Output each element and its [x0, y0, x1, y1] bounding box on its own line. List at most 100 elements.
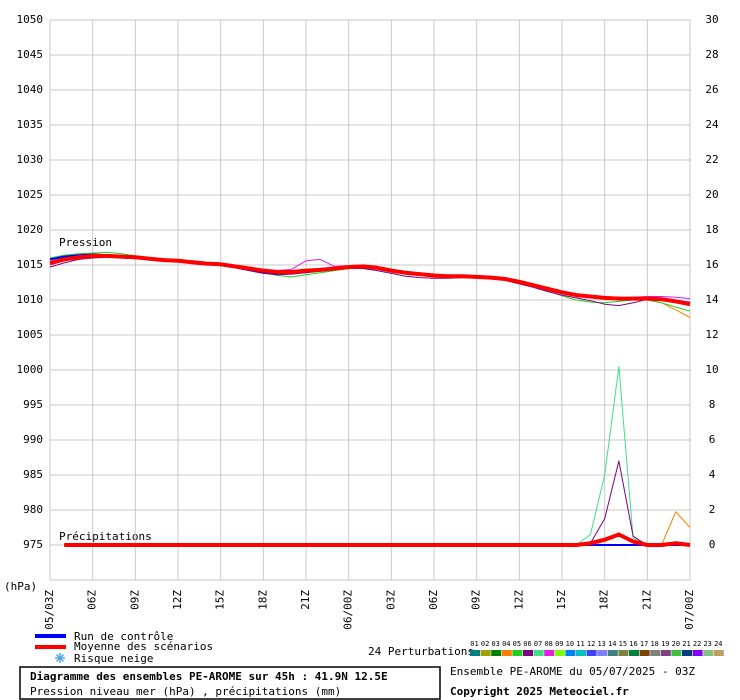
perturbation-number: 12 — [587, 640, 595, 648]
y-tick-label: 1015 — [17, 258, 44, 271]
perturbation-swatch — [671, 650, 682, 656]
y-tick-label: 980 — [23, 503, 43, 516]
snow-icon — [55, 653, 65, 663]
perturbation-swatch — [713, 650, 724, 656]
y2-tick-label: 22 — [705, 153, 718, 166]
y2-tick-label: 10 — [705, 363, 718, 376]
y-tick-label: 1005 — [17, 328, 44, 341]
series-line — [64, 532, 691, 547]
y-tick-label: 995 — [23, 398, 43, 411]
perturbation-number: 21 — [682, 640, 690, 648]
perturbation-swatch — [597, 650, 608, 656]
x-tick-label: 18Z — [598, 590, 611, 610]
perturbation-swatch — [692, 650, 703, 656]
x-tick-label: 09Z — [470, 590, 483, 610]
perturbation-swatch — [629, 650, 639, 656]
perturbation-swatch — [586, 650, 597, 656]
y-tick-label: 1040 — [17, 83, 44, 96]
legend-label: Moyenne des scénarios — [74, 640, 213, 653]
y2-tick-label: 20 — [705, 188, 718, 201]
perturbation-number: 01 — [470, 640, 478, 648]
series-line — [49, 253, 691, 307]
y-tick-label: 1030 — [17, 153, 44, 166]
perturbation-number: 15 — [619, 640, 627, 648]
perturbation-swatch — [554, 650, 565, 656]
x-tick-label: 18Z — [256, 590, 269, 610]
y-tick-label: 1045 — [17, 48, 44, 61]
perturbation-number: 13 — [597, 640, 605, 648]
perturbation-number: 17 — [640, 640, 648, 648]
perturbation-number: 06 — [523, 640, 531, 648]
x-tick-label: 03Z — [384, 590, 397, 610]
precip-label: Précipitations — [59, 530, 152, 543]
perturbation-swatch — [682, 650, 692, 656]
y2-tick-label: 8 — [709, 398, 716, 411]
perturbation-swatch — [512, 650, 523, 656]
x-tick-label: 15Z — [214, 590, 227, 610]
perturbation-number: 14 — [608, 640, 616, 648]
perturbation-number: 08 — [544, 640, 552, 648]
y-tick-label: 1025 — [17, 188, 44, 201]
perturbation-swatch — [703, 650, 714, 656]
perturbation-swatch — [533, 650, 544, 656]
perturbation-swatch — [650, 650, 661, 656]
y2-tick-label: 26 — [705, 83, 718, 96]
y-axis-label: (hPa) — [4, 580, 37, 593]
perturbation-swatch — [565, 650, 576, 656]
y2-tick-label: 18 — [705, 223, 718, 236]
pressure-label: Pression — [59, 236, 112, 249]
perturbation-swatch — [491, 650, 502, 656]
perturbation-swatch — [618, 650, 629, 656]
perturbations-label: 24 Perturbations — [368, 645, 474, 658]
perturbation-swatch — [544, 650, 555, 656]
plot-frame — [49, 19, 691, 581]
x-tick-label: 15Z — [555, 590, 568, 610]
chart-title: Diagramme des ensembles PE-AROME sur 45h… — [30, 670, 388, 683]
x-tick-label: 05/03Z — [43, 590, 56, 630]
y2-tick-label: 0 — [709, 538, 716, 551]
perturbation-number: 20 — [672, 640, 680, 648]
perturbation-number: 19 — [661, 640, 669, 648]
perturbation-number: 16 — [629, 640, 637, 648]
perturbation-number: 03 — [491, 640, 499, 648]
x-tick-label: 12Z — [512, 590, 525, 610]
x-tick-label: 06Z — [86, 590, 99, 610]
legend-label: Risque neige — [74, 652, 153, 665]
y2-tick-label: 6 — [709, 433, 716, 446]
perturbation-swatch — [660, 650, 671, 656]
x-tick-label: 06Z — [427, 590, 440, 610]
perturbation-swatch — [501, 650, 512, 656]
perturbation-number: 18 — [650, 640, 658, 648]
run-info: Ensemble PE-AROME du 05/07/2025 - 03Z — [450, 665, 695, 678]
y-tick-label: 990 — [23, 433, 43, 446]
x-tick-label: 12Z — [171, 590, 184, 610]
x-tick-label: 06/00Z — [342, 590, 355, 630]
y2-tick-label: 24 — [705, 118, 719, 131]
y-tick-label: 1035 — [17, 118, 44, 131]
y-tick-label: 1050 — [17, 13, 44, 26]
perturbation-number: 11 — [576, 640, 584, 648]
y-tick-label: 975 — [23, 538, 43, 551]
x-tick-label: 07/00Z — [683, 590, 696, 630]
perturbation-swatch — [480, 650, 491, 656]
y2-tick-label: 12 — [705, 328, 718, 341]
perturbation-number: 05 — [513, 640, 521, 648]
chart-subtitle: Pression niveau mer (hPa) , précipitatio… — [30, 685, 341, 698]
y-tick-label: 1020 — [17, 223, 44, 236]
y-tick-label: 1000 — [17, 363, 44, 376]
perturbation-swatch — [576, 650, 586, 656]
perturbation-swatch — [607, 650, 618, 656]
copyright: Copyright 2025 Meteociel.fr — [450, 685, 629, 698]
perturbation-number: 22 — [693, 640, 701, 648]
perturbation-number: 09 — [555, 640, 563, 648]
perturbation-swatch — [639, 650, 650, 656]
title-box — [19, 666, 441, 700]
perturbation-number: 23 — [703, 640, 711, 648]
perturbation-swatch — [470, 650, 480, 656]
legend-label: Run de contrôle — [74, 630, 173, 643]
y2-tick-label: 4 — [709, 468, 716, 481]
y2-tick-label: 30 — [705, 13, 718, 26]
perturbation-number: 02 — [481, 640, 489, 648]
